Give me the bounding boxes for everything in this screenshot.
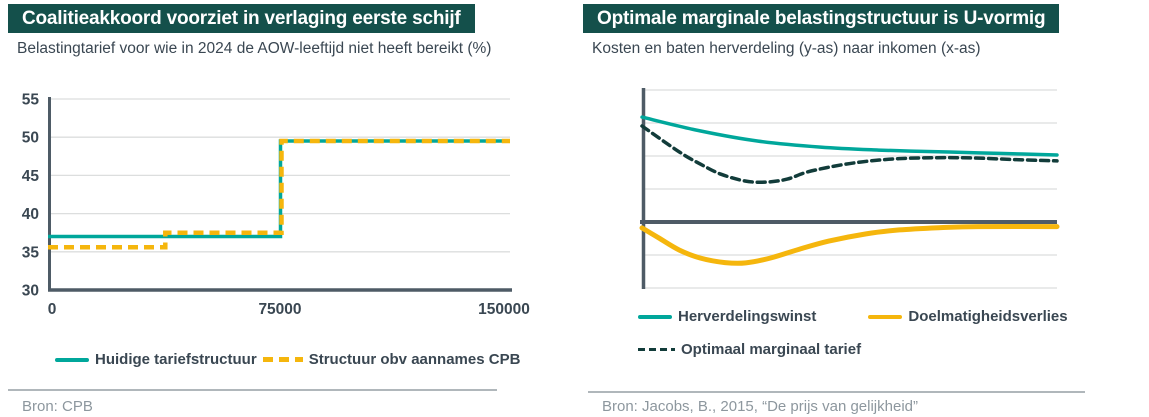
left-y-tick-45: 45 (22, 168, 40, 185)
legend-dashed-line-icon (262, 357, 303, 362)
left-chart-title-band: Coalitieakkoord voorziet in verlaging ee… (8, 4, 475, 33)
right-chart-title-band: Optimale marginale belastingstructuur is… (583, 4, 1060, 33)
left-series-1-line (48, 138, 510, 250)
left-chart-source: Bron: CPB (22, 398, 93, 415)
legend-label-structuur-cpb: Structuur obv aannames CPB (308, 351, 521, 368)
right-series-1-curve (640, 124, 1059, 185)
left-y-tick-55: 55 (22, 92, 40, 109)
left-x-tick-150000: 150000 (478, 301, 530, 318)
legend-label-huidige-tariefstructuur: Huidige tariefstructuur (95, 351, 257, 368)
left-chart-subtitle: Belastingtarief voor wie in 2024 de AOW-… (17, 40, 492, 57)
right-chart-subtitle: Kosten en baten herverdeling (y-as) naar… (592, 40, 981, 57)
left-series-0-line (48, 139, 510, 239)
legend-line-icon (638, 314, 672, 319)
left-x-tick-0: 0 (48, 301, 57, 318)
right-chart-legend-row2: Optimaal marginaal tarief (638, 341, 861, 358)
right-chart-source: Bron: Jacobs, B., 2015, “De prijs van ge… (602, 398, 918, 415)
legend-line-icon (55, 357, 89, 362)
left-y-tick-30: 30 (22, 283, 39, 300)
right-chart-legend-row1: Herverdelingswinst Doelmatigheidsverlies (638, 308, 1068, 325)
right-chart-title: Optimale marginale belastingstructuur is… (597, 8, 1046, 29)
right-series-0-curve (640, 115, 1059, 157)
left-y-tick-40: 40 (22, 206, 39, 223)
left-y-tick-50: 50 (22, 130, 39, 147)
legend-dashed-line-icon (638, 347, 675, 352)
left-y-tick-35: 35 (22, 244, 40, 261)
left-chart-title: Coalitieakkoord voorziet in verlaging ee… (22, 8, 461, 29)
left-x-tick-75000: 75000 (258, 301, 301, 318)
right-footer-divider (588, 391, 1085, 393)
legend-label-herverdelingswinst: Herverdelingswinst (678, 308, 817, 325)
left-chart-legend: Huidige tariefstructuur Structuur obv aa… (55, 351, 520, 368)
legend-line-icon (868, 314, 903, 319)
legend-label-optimaal-marginaal-tarief: Optimaal marginaal tarief (681, 341, 862, 358)
left-footer-divider (8, 389, 497, 391)
right-series-2-curve (639, 224, 1060, 266)
legend-label-doelmatigheidsverlies: Doelmatigheidsverlies (908, 308, 1068, 325)
